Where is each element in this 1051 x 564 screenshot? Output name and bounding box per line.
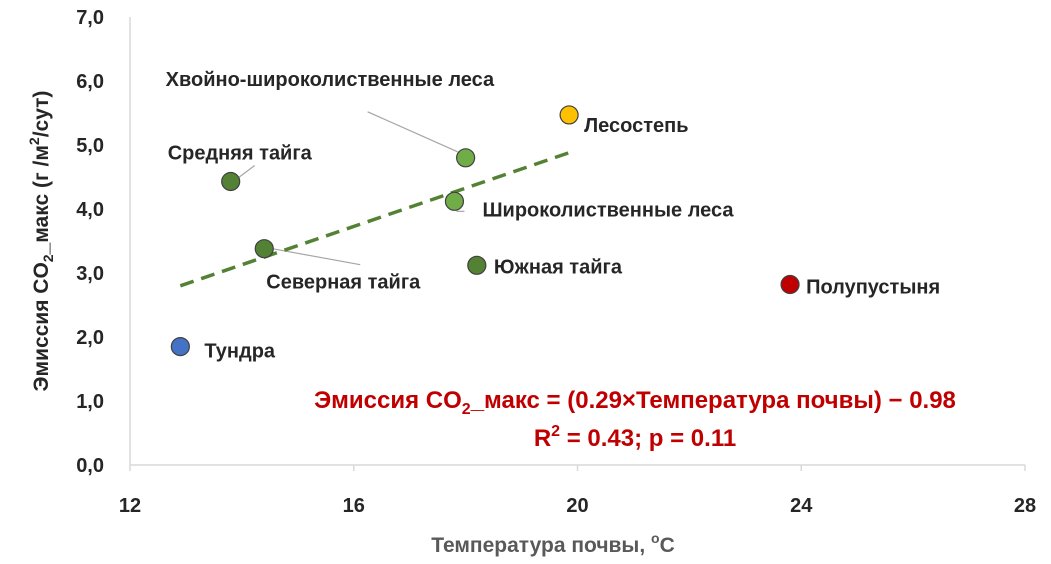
data-points (170, 105, 800, 357)
y-tick-label: 0,0 (76, 455, 104, 477)
y-tick-label: 7,0 (76, 7, 104, 29)
point-label: Лесостепь (584, 115, 688, 137)
y-tick-labels: 0,0 1,0 2,0 3,0 4,0 5,0 6,0 7,0 (76, 7, 104, 477)
leader-line (272, 248, 361, 266)
data-point (170, 337, 190, 357)
data-point (456, 148, 476, 168)
x-tick-label: 28 (1014, 495, 1036, 517)
point-label: Хвойно-широколиственные леса (166, 69, 495, 91)
point-labels: Тундра Средняя тайга Северная тайга Хвойно-… (166, 69, 941, 363)
point-label: Южная тайга (494, 256, 623, 278)
data-point (780, 274, 800, 295)
y-axis-title: Эмиссия CO2_макс (г /м2/сут) (26, 91, 56, 392)
regression-stats: R2 = 0.43; p = 0.11 (534, 423, 736, 452)
leader-line (367, 111, 458, 153)
x-tick-label: 24 (790, 495, 813, 517)
data-point (221, 171, 241, 192)
x-tick-label: 16 (343, 495, 365, 517)
data-point (559, 105, 579, 125)
x-tick-labels: 12 16 20 24 28 (119, 465, 1036, 517)
point-label: Средняя тайга (168, 142, 313, 164)
y-tick-label: 2,0 (76, 327, 104, 349)
data-point (254, 239, 274, 259)
y-tick-label: 3,0 (76, 263, 104, 285)
leader-lines (238, 111, 465, 266)
point-label: Полупустыня (806, 277, 940, 299)
point-label: Широколиственные леса (482, 199, 734, 221)
y-tick-label: 1,0 (76, 391, 104, 413)
x-axis-title: Температура почвы, oC (431, 530, 675, 557)
data-point (467, 255, 487, 275)
point-label: Тундра (204, 341, 276, 363)
y-tick-label: 6,0 (76, 71, 104, 93)
y-tick-label: 4,0 (76, 199, 104, 221)
x-tick-label: 12 (119, 495, 141, 517)
trendline (179, 151, 570, 288)
leader-line (238, 164, 256, 178)
y-tick-label: 5,0 (76, 135, 104, 157)
trendline-group (179, 151, 570, 288)
regression-equation: Эмиссия CO2_макс = (0.29×Температура поч… (314, 387, 956, 418)
point-label: Северная тайга (266, 272, 421, 294)
data-point (444, 191, 465, 211)
x-tick-label: 20 (566, 495, 588, 517)
